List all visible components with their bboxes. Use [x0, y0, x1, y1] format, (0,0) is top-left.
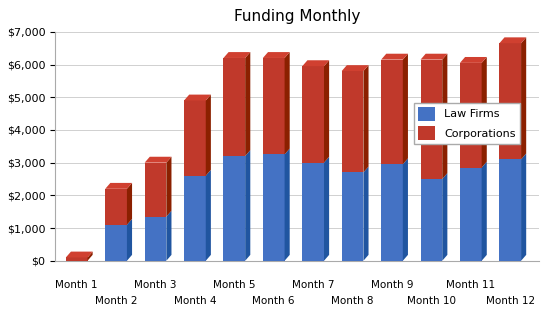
Bar — [223, 156, 245, 261]
Polygon shape — [482, 57, 487, 168]
Polygon shape — [381, 54, 408, 59]
Bar — [184, 100, 206, 176]
Polygon shape — [145, 157, 172, 162]
Bar — [302, 162, 324, 261]
Bar — [105, 225, 127, 261]
Polygon shape — [206, 170, 211, 261]
Polygon shape — [302, 60, 329, 66]
Text: Month 5: Month 5 — [213, 280, 256, 290]
Text: Month 10: Month 10 — [407, 296, 456, 306]
Polygon shape — [66, 252, 92, 258]
Polygon shape — [342, 65, 369, 71]
Polygon shape — [442, 173, 447, 261]
Polygon shape — [245, 150, 250, 261]
Polygon shape — [105, 183, 132, 189]
Polygon shape — [263, 52, 290, 58]
Polygon shape — [324, 157, 329, 261]
Polygon shape — [521, 154, 526, 261]
Text: Month 8: Month 8 — [331, 296, 374, 306]
Bar — [145, 217, 166, 261]
Text: Month 1: Month 1 — [56, 280, 98, 290]
Bar — [184, 176, 206, 261]
Polygon shape — [324, 60, 329, 162]
Polygon shape — [442, 54, 447, 179]
Bar — [342, 71, 364, 172]
Polygon shape — [421, 54, 447, 59]
Polygon shape — [184, 94, 211, 100]
Bar — [342, 172, 364, 261]
Bar — [66, 258, 87, 261]
Bar — [421, 59, 442, 179]
Bar — [223, 58, 245, 156]
Bar — [499, 43, 521, 159]
Polygon shape — [460, 57, 487, 63]
Polygon shape — [403, 158, 408, 261]
Bar — [263, 155, 284, 261]
Text: Month 3: Month 3 — [134, 280, 177, 290]
Bar — [499, 159, 521, 261]
Polygon shape — [482, 162, 487, 261]
Polygon shape — [403, 54, 408, 164]
Text: Month 9: Month 9 — [371, 280, 413, 290]
Polygon shape — [87, 252, 92, 261]
Polygon shape — [521, 37, 526, 159]
Polygon shape — [245, 52, 250, 156]
Polygon shape — [87, 255, 92, 261]
Polygon shape — [166, 157, 172, 217]
Bar — [263, 58, 284, 155]
Bar — [421, 179, 442, 261]
Polygon shape — [499, 37, 526, 43]
Bar — [105, 189, 127, 225]
Polygon shape — [364, 65, 368, 172]
Polygon shape — [284, 52, 290, 155]
Polygon shape — [166, 211, 172, 261]
Text: Month 6: Month 6 — [252, 296, 295, 306]
Legend: Law Firms, Corporations: Law Firms, Corporations — [414, 103, 520, 144]
Title: Funding Monthly: Funding Monthly — [234, 9, 360, 24]
Bar — [302, 66, 324, 162]
Bar — [460, 63, 482, 168]
Bar — [381, 164, 403, 261]
Bar — [381, 59, 403, 164]
Polygon shape — [127, 219, 132, 261]
Text: Month 12: Month 12 — [486, 296, 535, 306]
Polygon shape — [364, 167, 368, 261]
Polygon shape — [284, 149, 290, 261]
Text: Month 4: Month 4 — [174, 296, 216, 306]
Text: Month 11: Month 11 — [446, 280, 496, 290]
Text: Month 2: Month 2 — [95, 296, 138, 306]
Text: Month 7: Month 7 — [292, 280, 334, 290]
Bar — [145, 162, 166, 217]
Polygon shape — [223, 52, 250, 58]
Polygon shape — [127, 183, 132, 225]
Polygon shape — [206, 94, 211, 176]
Bar — [460, 168, 482, 261]
